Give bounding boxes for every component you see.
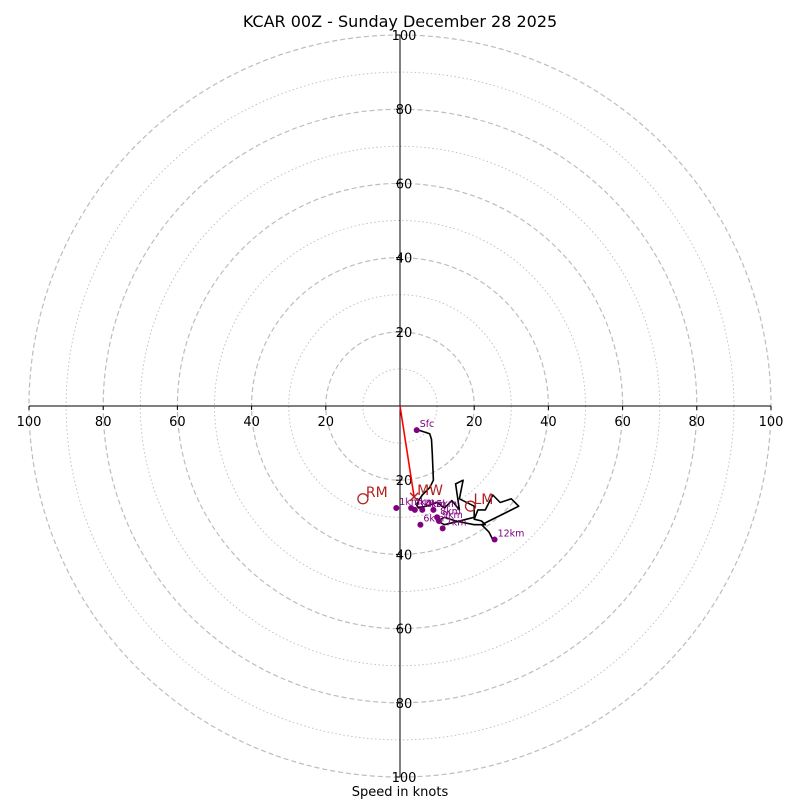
height-marker-point xyxy=(439,525,446,532)
tick-label: 100 xyxy=(392,29,417,44)
hodograph-line xyxy=(415,429,520,540)
height-marker-label: 8km xyxy=(440,506,461,517)
tick-label: 20 xyxy=(396,326,413,341)
storm-motion-point xyxy=(357,493,369,505)
height-marker-label: 9km xyxy=(442,510,463,521)
shear-vector-line xyxy=(399,405,415,498)
tick-label: 100 xyxy=(759,415,784,430)
tick-label: 60 xyxy=(396,177,413,192)
storm-motion-point xyxy=(464,500,477,512)
tick-label: 100 xyxy=(17,415,42,430)
height-marker-label: 7km xyxy=(446,517,467,528)
height-marker-label: 5km xyxy=(436,499,457,510)
x-axis-label: Speed in knots xyxy=(352,785,449,800)
height-marker-point xyxy=(491,536,498,543)
height-marker-label: 1km xyxy=(399,497,420,508)
tick-label: 20 xyxy=(396,474,413,489)
storm-motion-markers: RM LM MW xyxy=(357,483,493,512)
storm-motion-label: RM xyxy=(366,485,388,501)
tick-label: 60 xyxy=(396,623,413,638)
height-marker-label: 4km xyxy=(425,499,446,510)
height-marker-point xyxy=(411,506,418,513)
tick-label: 40 xyxy=(540,415,557,430)
height-marker-label: Sfc xyxy=(420,419,435,430)
storm-motion-label: MW xyxy=(417,483,443,499)
tick-label: 20 xyxy=(466,415,483,430)
hodograph-trace xyxy=(415,429,520,540)
tick-label: 40 xyxy=(396,548,413,563)
chart-title: KCAR 00Z - Sunday December 28 2025 xyxy=(243,12,557,31)
height-marker-point xyxy=(435,518,442,525)
height-marker-point xyxy=(430,506,437,513)
tick-label: 80 xyxy=(396,103,413,118)
height-marker-point xyxy=(393,505,400,512)
tick-label: 80 xyxy=(396,697,413,712)
tick-label: 80 xyxy=(689,415,706,430)
mean-wind-marker xyxy=(409,492,419,502)
height-marker-label: 2km xyxy=(414,497,435,508)
height-marker-label: 12km xyxy=(498,529,525,540)
tick-labels: 20 20 20 20 40 40 40 40 60 60 60 60 80 80 80 80 100 100 10… xyxy=(17,29,784,786)
tick-label: 100 xyxy=(392,771,417,786)
height-marker-label: 3km xyxy=(418,499,439,510)
storm-motion-label: LM xyxy=(473,492,493,508)
height-marker-label: 6km xyxy=(423,514,444,525)
tick-label: 60 xyxy=(169,415,186,430)
tick-label: 40 xyxy=(396,252,413,267)
height-marker-point xyxy=(413,427,420,434)
height-marker-point xyxy=(419,506,426,513)
shear-vector xyxy=(399,405,415,498)
tick-label: 20 xyxy=(318,415,335,430)
height-marker-point xyxy=(417,521,424,528)
tick-label: 60 xyxy=(614,415,631,430)
tick-label: 80 xyxy=(95,415,112,430)
tick-label: 40 xyxy=(243,415,260,430)
